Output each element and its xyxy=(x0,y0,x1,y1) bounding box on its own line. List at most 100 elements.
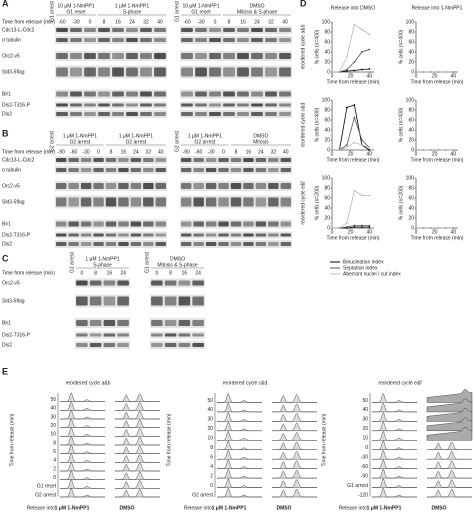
blot-band xyxy=(154,67,166,77)
time-tick: 16 xyxy=(240,19,246,25)
blot-band xyxy=(98,91,110,97)
row-label: 0 xyxy=(210,483,213,489)
histogram xyxy=(217,487,262,498)
series-line xyxy=(332,142,370,151)
blot-band xyxy=(178,296,191,306)
blot-band xyxy=(223,91,235,97)
blot-band xyxy=(280,183,292,189)
group-title: reordered cycle e&f xyxy=(378,380,422,386)
blot-band xyxy=(205,168,217,172)
series-point xyxy=(346,226,348,228)
blot-band xyxy=(155,221,167,227)
time-tick: 24 xyxy=(129,19,135,25)
blot-band xyxy=(93,183,104,189)
y-tick-label: 80 xyxy=(324,107,330,113)
legend-label: Septation index xyxy=(343,265,378,271)
blot-band xyxy=(118,242,129,246)
blot-band xyxy=(118,168,129,172)
blot-band xyxy=(89,280,102,286)
row-label: G2 arrest xyxy=(35,492,56,498)
condition-label: 1 μM 1-NmPP1 xyxy=(63,133,97,139)
blot-band xyxy=(98,67,110,77)
blot-strip xyxy=(180,65,292,79)
blot-strip xyxy=(150,278,205,288)
time-tick: 24 xyxy=(195,270,201,276)
series-point xyxy=(353,224,356,227)
condition-label: 1 μM 1-NmPP1 xyxy=(367,505,402,511)
y-tick-label: 40 xyxy=(324,205,330,211)
histogram xyxy=(217,402,262,413)
series-point xyxy=(368,68,371,70)
blot-band xyxy=(218,221,229,227)
blot-band xyxy=(140,67,152,77)
blot-band xyxy=(55,242,67,246)
blot-band xyxy=(192,343,204,347)
blot-band xyxy=(93,158,104,162)
blot-band xyxy=(255,233,267,237)
blot-band xyxy=(76,320,88,326)
series-point xyxy=(360,68,363,71)
histogram xyxy=(115,436,160,446)
time-tick: 40 xyxy=(283,149,289,155)
condition-label: DMSO xyxy=(432,505,447,511)
histogram xyxy=(217,430,262,441)
blot-band xyxy=(140,91,152,97)
blot-band xyxy=(230,242,242,246)
y-axis-label: % cells (n=200) xyxy=(398,185,404,220)
blot-band xyxy=(155,233,167,237)
condition-label: 10 μM 1-NmPP1 xyxy=(182,3,219,9)
blot-band xyxy=(130,158,142,162)
blot-band xyxy=(151,343,163,347)
blot-band xyxy=(118,197,129,207)
row-label: 30 xyxy=(207,417,213,423)
x-tick-label: 20 xyxy=(348,151,354,157)
blot-strip xyxy=(75,341,130,349)
blot-band xyxy=(280,168,292,172)
histogram xyxy=(272,403,317,413)
histogram xyxy=(217,478,262,488)
series-point xyxy=(444,149,447,151)
row-label: G1 reset xyxy=(37,484,57,490)
blot-band xyxy=(265,112,277,116)
blot-band xyxy=(251,53,263,59)
blot-band xyxy=(118,158,129,162)
y-tick-label: 0 xyxy=(327,147,330,153)
histogram xyxy=(60,487,105,498)
blot-band xyxy=(251,67,263,77)
blot-band xyxy=(164,296,177,306)
series-point xyxy=(415,149,417,151)
histogram xyxy=(427,460,472,469)
blot-band xyxy=(237,38,249,42)
y-axis-label: % cells (n=400) xyxy=(314,29,320,64)
blot-band xyxy=(140,103,152,107)
x-tick-label: 0 xyxy=(415,151,418,157)
blot-band xyxy=(209,103,221,107)
histogram xyxy=(115,393,160,402)
blot-band xyxy=(205,242,217,246)
blot-band xyxy=(80,233,92,237)
histogram xyxy=(115,479,160,489)
blot-strip xyxy=(180,36,292,44)
blot-band xyxy=(112,112,124,116)
time-tick: 24 xyxy=(133,149,139,155)
histogram xyxy=(60,452,105,463)
release-label: Release into: xyxy=(27,505,56,511)
histogram xyxy=(115,419,160,428)
blot-band xyxy=(84,91,96,97)
blot-band xyxy=(130,242,142,246)
blot-band xyxy=(154,103,166,107)
x-tick-label: 20 xyxy=(348,73,354,79)
y-tick-label: 80 xyxy=(324,29,330,35)
y-tick-label: 60 xyxy=(324,39,330,45)
row-label: G1 arrest xyxy=(347,483,368,489)
time-tick: 8 xyxy=(103,19,106,25)
blot-strip xyxy=(180,101,292,109)
blot-band xyxy=(55,197,67,207)
blot-band xyxy=(193,168,204,172)
blot-band xyxy=(68,221,79,227)
blot-band xyxy=(268,242,279,246)
blot-band xyxy=(143,242,154,246)
blot-band xyxy=(76,296,88,306)
row-label: Cdc13-L-Cdc2 xyxy=(2,27,34,33)
time-tick: 24 xyxy=(258,149,264,155)
